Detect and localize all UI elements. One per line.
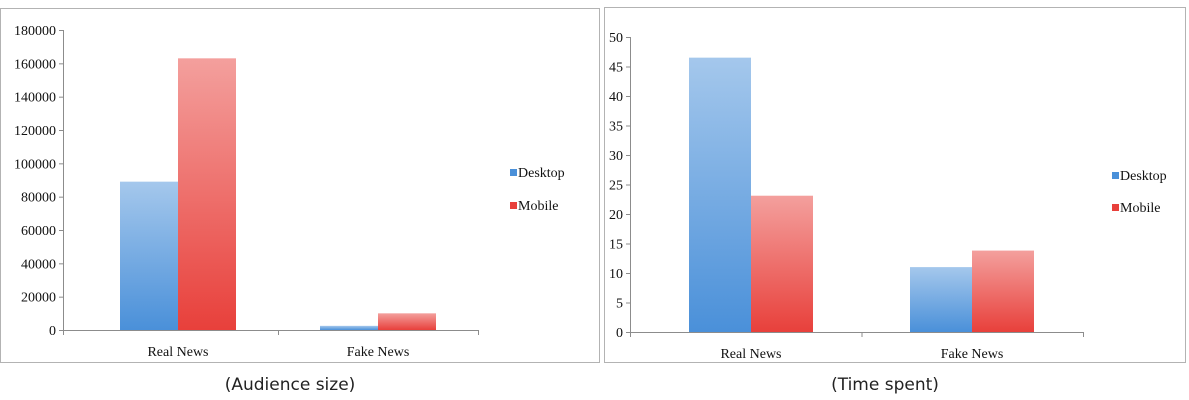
- y-tick-label: 60000: [21, 224, 56, 239]
- y-tick-label: 10: [609, 267, 623, 282]
- time-spent-chart: 0 5 10 15 20 25 30 35 40 45 50 Real News Fake News De…: [604, 7, 1186, 363]
- chart-panel-time-spent: 0 5 10 15 20 25 30 35 40 45 50 Real News Fake News De…: [600, 0, 1189, 372]
- y-tick-label: 140000: [14, 91, 56, 106]
- bar-mobile-0: [751, 195, 813, 332]
- bar-desktop-0: [120, 181, 178, 330]
- legend-label-desktop: Desktop: [518, 166, 565, 181]
- y-tick-label: 30: [609, 149, 623, 164]
- y-tick-label: 5: [616, 297, 623, 312]
- y-tick-label: 45: [609, 61, 623, 76]
- caption-audience-size: (Audience size): [224, 375, 356, 395]
- chart-frame: [0, 8, 600, 363]
- legend-swatch-desktop: [1112, 172, 1119, 179]
- legend-swatch-desktop: [510, 169, 517, 176]
- bar-desktop-0: [689, 57, 751, 333]
- bar-desktop-1: [910, 267, 972, 332]
- bar-mobile-1: [972, 250, 1034, 332]
- y-tick-label: 120000: [14, 124, 56, 139]
- legend-swatch-mobile: [1112, 204, 1119, 211]
- y-tick-label: 40: [609, 90, 623, 105]
- chart-frame: [604, 7, 1186, 363]
- y-tick-label: 100000: [14, 157, 56, 172]
- y-tick-label: 35: [609, 120, 623, 135]
- y-tick-label: 25: [609, 179, 623, 194]
- bar-desktop-1: [320, 325, 378, 330]
- x-tick-label: Fake News: [941, 347, 1004, 362]
- bar-mobile-0: [178, 58, 236, 330]
- legend-swatch-mobile: [510, 202, 517, 209]
- bar-mobile-1: [378, 313, 436, 330]
- y-tick-label: 180000: [14, 24, 56, 39]
- y-tick-label: 15: [609, 238, 623, 253]
- legend-label-mobile: Mobile: [518, 199, 558, 214]
- legend-label-desktop: Desktop: [1120, 169, 1167, 184]
- x-tick-label: Real News: [147, 345, 208, 360]
- y-tick-label: 40000: [21, 257, 56, 272]
- y-tick-label: 20: [609, 208, 623, 223]
- y-tick-label: 80000: [21, 191, 56, 206]
- x-tick-label: Fake News: [347, 345, 410, 360]
- y-tick-label: 50: [609, 31, 623, 46]
- y-tick-label: 20000: [21, 291, 56, 306]
- y-tick-label: 160000: [14, 57, 56, 72]
- y-tick-label: 0: [616, 326, 623, 341]
- legend-label-mobile: Mobile: [1120, 201, 1160, 216]
- x-tick-label: Real News: [720, 347, 781, 362]
- audience-size-chart: 0 20000 40000 60000 80000 100000 120000 140000 1…: [0, 8, 600, 363]
- caption-time-spent: (Time spent): [831, 375, 939, 395]
- y-tick-label: 0: [49, 324, 56, 339]
- chart-panel-audience-size: 0 20000 40000 60000 80000 100000 120000 140000 1…: [0, 0, 600, 372]
